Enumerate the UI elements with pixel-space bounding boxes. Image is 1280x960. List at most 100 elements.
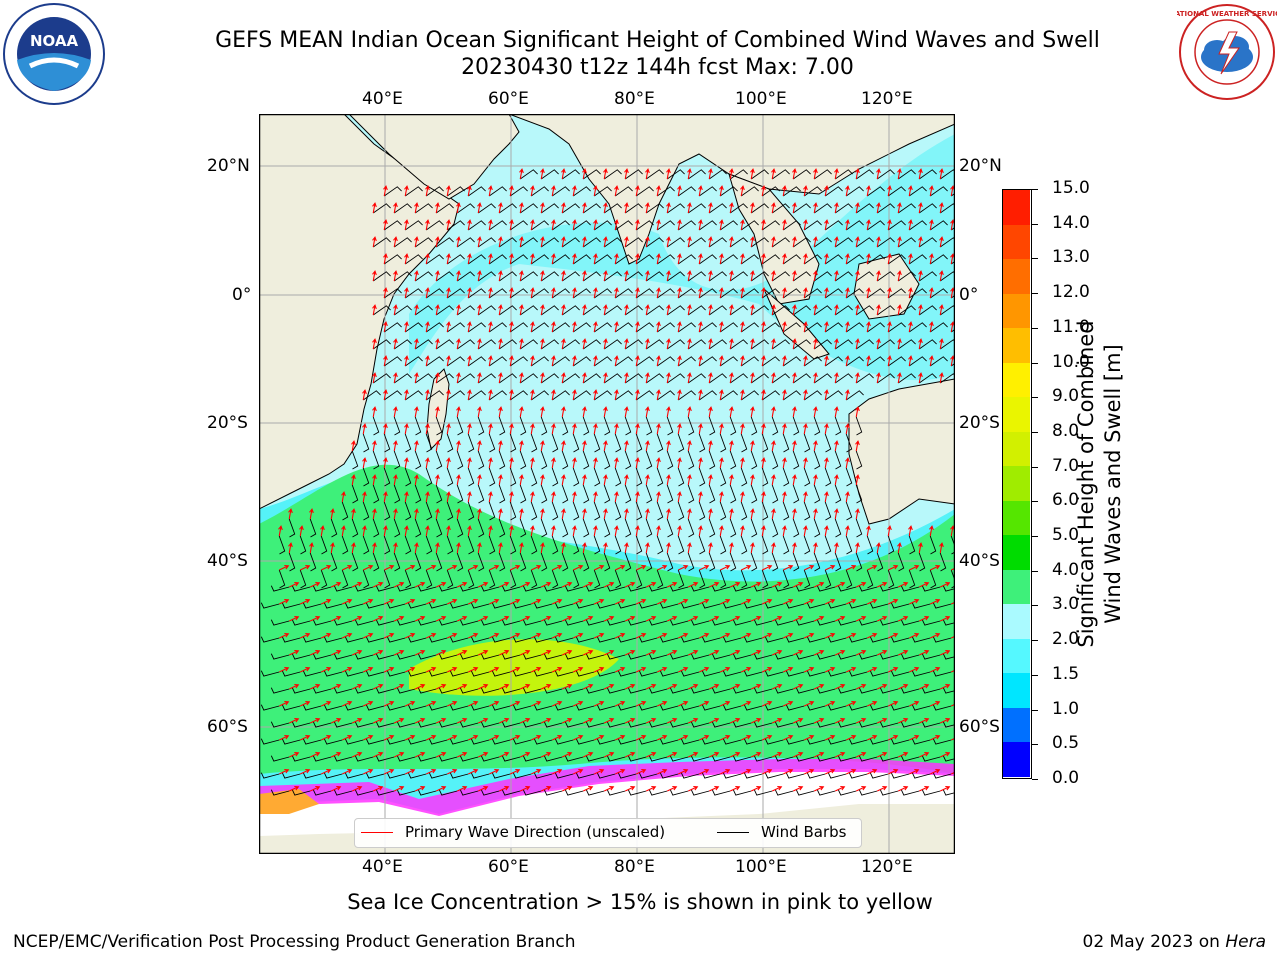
wave-direction-arrow [867,700,878,707]
colorbar-tick-mark [1032,709,1038,711]
wind-barb [803,322,822,333]
wave-direction-arrow [888,734,899,741]
wave-direction-arrow [342,632,353,639]
wind-barb [488,501,496,521]
wind-barb [729,518,737,538]
map-legend: Primary Wave Direction (unscaled) Wind B… [354,818,862,848]
wave-direction-arrow [666,474,671,486]
wave-direction-arrow [478,785,489,792]
wave-direction-arrow [687,406,692,418]
wave-direction-arrow [730,581,741,588]
wind-barb [459,789,479,796]
wave-direction-arrow [363,598,374,605]
wave-direction-arrow [834,338,839,350]
wave-direction-arrow [688,683,699,690]
wave-direction-arrow [771,372,776,384]
wind-barb [530,467,538,487]
land-arabia [349,115,520,200]
wind-barb [729,484,737,504]
wind-barb [519,271,538,282]
wind-barb [512,670,532,677]
wind-barb [596,670,616,677]
wind-barb [918,169,937,180]
wind-barb [824,390,843,401]
wind-barb [351,450,359,470]
wave-direction-arrow [761,253,766,265]
wind-barb [540,518,548,538]
wind-barb [323,738,343,745]
wave-direction-arrow [771,168,776,180]
wave-direction-arrow [509,287,514,299]
wind-barb [764,636,784,643]
colorbar-swatch [1003,397,1030,432]
wave-direction-arrow [824,185,829,197]
wave-direction-arrow [573,598,584,605]
wave-direction-arrow [394,751,405,758]
wave-direction-arrow [394,581,405,588]
wind-barb [561,237,580,248]
wave-direction-arrow [435,406,440,418]
wave-direction-arrow [456,542,461,554]
wave-direction-arrow [908,219,913,231]
wind-barb [858,619,878,626]
wave-direction-arrow [645,168,650,180]
wind-barb [858,687,878,694]
wave-direction-arrow [792,270,797,282]
wave-direction-arrow [330,508,335,520]
wave-direction-arrow [636,598,647,605]
wind-barb [488,186,507,197]
wind-barb [921,687,941,694]
wave-direction-arrow [888,598,899,605]
wind-barb [428,602,448,609]
wind-barb [519,169,538,180]
wind-barb [855,305,874,316]
wind-barb [299,569,307,589]
wave-direction-arrow [510,564,521,571]
wind-barb [939,169,954,180]
wind-barb [698,390,717,401]
wind-barb [624,450,632,470]
wind-barb [354,687,374,694]
wave-direction-arrow [425,525,430,537]
wind-barb [782,322,801,333]
wave-direction-arrow [384,700,395,707]
wind-barb [648,789,668,796]
wind-barb [669,721,689,728]
wave-direction-arrow [919,581,930,588]
wind-barb [446,433,454,453]
wave-direction-arrow [520,683,531,690]
wind-barb [614,390,633,401]
wave-direction-arrow [519,168,524,180]
wind-barb [456,271,475,282]
wind-barb [572,186,591,197]
wind-barb [554,602,574,609]
wave-direction-arrow [771,406,776,418]
colorbar-tick-mark [1032,605,1038,607]
wave-direction-arrow [708,202,713,214]
wave-direction-arrow [814,717,825,724]
wind-barb [428,738,448,745]
wind-barb [456,416,464,436]
wave-direction-arrow [614,355,619,367]
wind-barb [753,619,773,626]
wind-barb [438,619,458,626]
wave-direction-arrow [604,683,615,690]
wind-barb [425,569,433,589]
wave-direction-arrow [919,649,930,656]
wind-barb [543,721,563,728]
wave-direction-arrow [719,321,724,333]
wave-direction-arrow [750,304,755,316]
wave-direction-arrow [415,717,426,724]
wind-barb [375,619,395,626]
wave-direction-arrow [783,598,794,605]
wind-barb [624,484,632,504]
wave-direction-arrow [435,236,440,248]
wave-direction-arrow [866,355,871,367]
wind-barb [624,237,643,248]
wind-barb [372,373,391,384]
wind-barb [722,738,742,745]
wind-barb [834,450,842,470]
wind-barb [456,237,475,248]
wind-barb [837,721,857,728]
wind-barb [561,203,580,214]
